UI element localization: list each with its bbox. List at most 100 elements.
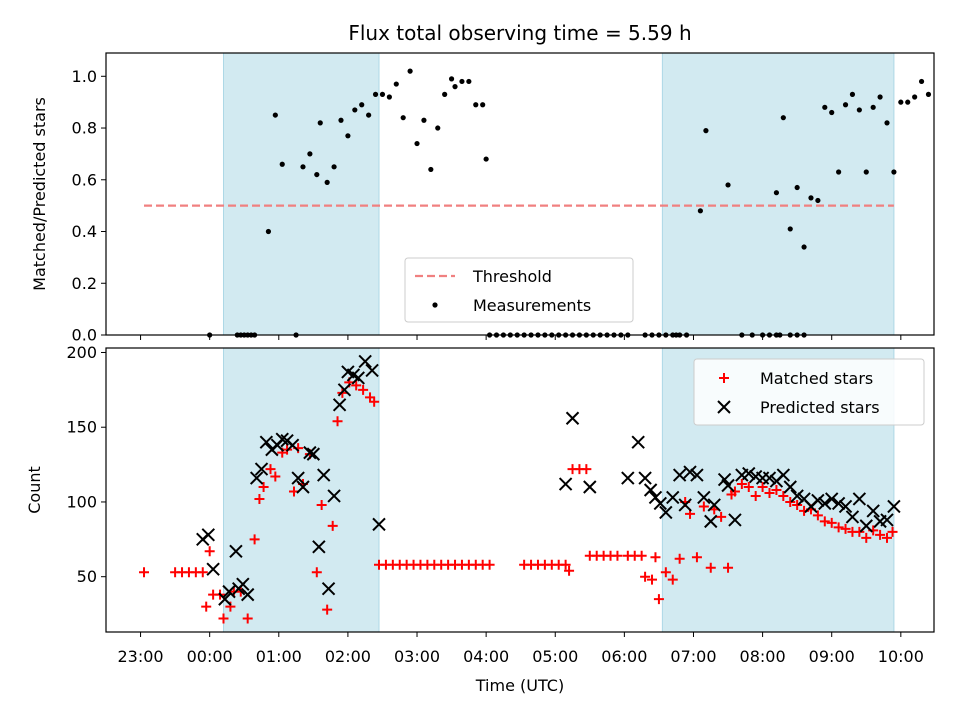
predicted-point: [643, 483, 658, 497]
measurement-point: [884, 120, 890, 126]
matched-point: [736, 479, 747, 490]
measurement-point: [331, 164, 337, 170]
matched-point: [764, 487, 775, 498]
measurement-point: [459, 78, 465, 85]
matched-point: [650, 552, 661, 563]
predicted-point: [565, 411, 580, 425]
matched-point: [640, 571, 651, 582]
y-tick-label: 0.4: [72, 222, 97, 241]
matched-point: [812, 510, 823, 521]
measurement-point: [414, 140, 420, 147]
matched-point: [204, 546, 215, 557]
matched-point: [743, 482, 754, 493]
matched-point: [667, 574, 678, 585]
matched-point: [819, 516, 830, 527]
axes-frame: [105, 347, 935, 633]
predicted-point: [206, 562, 220, 576]
matched-point: [861, 532, 872, 543]
legend-matched-swatch: [719, 373, 729, 383]
matched-point: [674, 553, 685, 564]
matched-point: [723, 562, 734, 573]
y-tick-label: 200: [66, 343, 97, 362]
measurement-point: [787, 226, 793, 232]
matched-point: [612, 550, 623, 561]
measurement-point: [829, 109, 835, 116]
x-tick-label: 23:00: [118, 647, 164, 666]
predicted-point: [291, 471, 305, 485]
matched-point: [484, 559, 495, 570]
measurement-point: [386, 94, 392, 100]
matched-point: [826, 517, 837, 528]
predicted-point: [776, 468, 791, 482]
matched-point: [560, 559, 571, 570]
matched-point: [757, 482, 768, 493]
measurement-point: [863, 169, 869, 175]
series-predicted-stars: [196, 354, 901, 606]
predicted-point: [558, 477, 573, 491]
predicted-point: [811, 493, 825, 508]
predicted-point: [201, 528, 215, 542]
measurement-point: [898, 99, 904, 105]
predicted-point: [303, 445, 317, 460]
legend-label: Predicted stars: [760, 398, 880, 417]
x-tick-label: 04:00: [463, 647, 509, 666]
predicted-point: [358, 354, 372, 369]
y-tick-label: 50: [77, 567, 97, 586]
matched-point: [750, 490, 761, 501]
predicted-point: [236, 577, 250, 591]
measurement-point: [345, 133, 351, 139]
matched-point: [265, 464, 276, 475]
matched-point: [660, 567, 671, 578]
matched-point: [311, 567, 322, 578]
legend-label: Threshold: [472, 267, 552, 286]
measurement-point: [918, 78, 925, 85]
measurement-point: [300, 164, 306, 170]
matched-point: [716, 511, 727, 522]
y-tick-label: 0.2: [72, 274, 97, 293]
series-measurements: [207, 68, 932, 338]
matched-point: [564, 565, 575, 576]
predicted-point: [704, 514, 718, 529]
y-tick-label: 0.8: [72, 119, 97, 138]
x-tick-label: 10:00: [878, 647, 924, 666]
x-tick-label: 03:00: [394, 647, 440, 666]
measurement-point: [856, 107, 862, 113]
matched-point: [833, 522, 844, 533]
legend-box: [693, 358, 925, 426]
shaded-interval: [222, 52, 380, 336]
measurement-point: [421, 117, 427, 123]
predicted-point: [306, 447, 321, 461]
predicted-point: [880, 513, 894, 527]
x-tick-label: 01:00: [256, 647, 302, 666]
matched-point: [840, 523, 851, 534]
legend-measurements-swatch: [432, 302, 438, 308]
measurement-point: [314, 171, 320, 178]
predicted-point: [818, 496, 832, 511]
matched-point: [854, 526, 865, 537]
predicted-point: [222, 584, 236, 599]
x-tick-label: 08:00: [740, 647, 786, 666]
y-tick-label: 0.0: [72, 326, 97, 345]
measurement-point: [912, 94, 918, 100]
measurement-point: [703, 128, 709, 134]
x-tick-label: 07:00: [670, 647, 716, 666]
predicted-point: [831, 496, 846, 511]
measurement-point: [794, 184, 800, 191]
predicted-point: [838, 499, 853, 514]
measurement-point: [435, 125, 441, 131]
bottom-panel-counts: 50 100 150 200 23:00 00:00 01:00 02:00 03:00 04:0…: [25, 343, 935, 666]
plot-area: [144, 68, 932, 338]
predicted-point: [707, 498, 721, 512]
measurement-point: [473, 102, 479, 108]
series-matched-stars: [139, 377, 898, 624]
measurement-point: [480, 102, 486, 108]
measurement-point: [801, 244, 807, 250]
measurement-point: [725, 182, 731, 188]
matched-point: [691, 552, 702, 563]
matched-point: [792, 499, 803, 510]
predicted-point: [621, 471, 635, 485]
matched-point: [882, 532, 893, 543]
measurement-point: [697, 208, 703, 214]
legend: Matched stars Predicted stars: [693, 358, 925, 426]
matched-point: [249, 534, 260, 545]
